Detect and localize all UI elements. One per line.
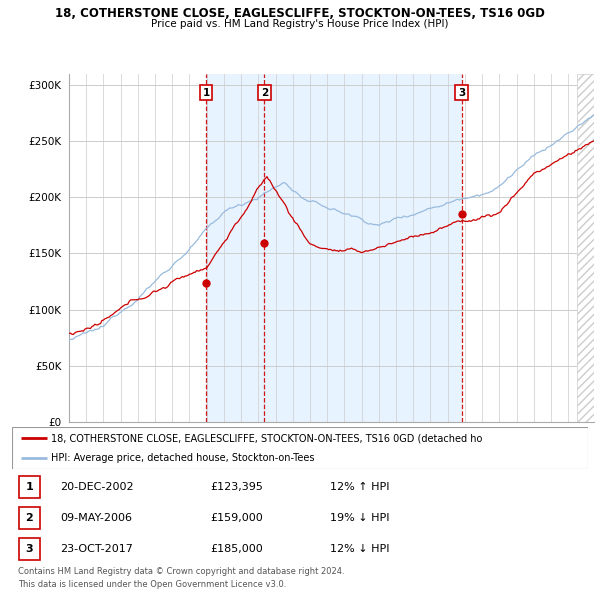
Text: 19% ↓ HPI: 19% ↓ HPI [330,513,389,523]
Text: 12% ↑ HPI: 12% ↑ HPI [330,483,389,492]
Bar [206,74,265,422]
Text: £123,395: £123,395 [210,483,263,492]
Text: £185,000: £185,000 [210,544,263,553]
Text: 3: 3 [458,88,465,98]
Text: 18, COTHERSTONE CLOSE, EAGLESCLIFFE, STOCKTON-ON-TEES, TS16 0GD: 18, COTHERSTONE CLOSE, EAGLESCLIFFE, STO… [55,7,545,20]
Text: Contains HM Land Registry data © Crown copyright and database right 2024.: Contains HM Land Registry data © Crown c… [18,567,344,576]
Text: £159,000: £159,000 [210,513,263,523]
Text: 1: 1 [202,88,209,98]
Bar [577,74,594,422]
Text: 12% ↓ HPI: 12% ↓ HPI [330,544,389,553]
Text: 20-DEC-2002: 20-DEC-2002 [60,483,134,492]
Text: This data is licensed under the Open Government Licence v3.0.: This data is licensed under the Open Gov… [18,580,286,589]
Text: 3: 3 [26,544,33,553]
Text: HPI: Average price, detached house, Stockton-on-Tees: HPI: Average price, detached house, Stoc… [51,454,314,463]
Text: 23-OCT-2017: 23-OCT-2017 [60,544,133,553]
Text: 2: 2 [261,88,268,98]
Text: 2: 2 [26,513,33,523]
Text: 1: 1 [26,483,33,492]
Text: 18, COTHERSTONE CLOSE, EAGLESCLIFFE, STOCKTON-ON-TEES, TS16 0GD (detached ho: 18, COTHERSTONE CLOSE, EAGLESCLIFFE, STO… [51,434,482,444]
Text: Price paid vs. HM Land Registry's House Price Index (HPI): Price paid vs. HM Land Registry's House … [151,19,449,29]
Bar [265,74,461,422]
Text: 09-MAY-2006: 09-MAY-2006 [60,513,132,523]
